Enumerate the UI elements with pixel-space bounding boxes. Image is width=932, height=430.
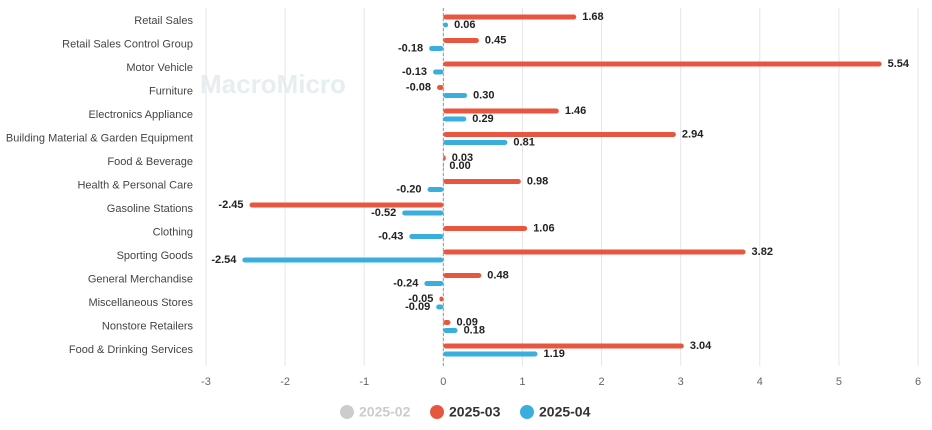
value-label: 3.04 <box>690 340 712 352</box>
bar <box>443 343 684 349</box>
bar <box>443 61 882 67</box>
bar <box>443 38 479 43</box>
bar <box>249 202 444 208</box>
value-label: 1.19 <box>543 348 564 360</box>
value-label: -2.54 <box>211 254 237 266</box>
category-label: Building Material & Garden Equipment <box>6 132 193 144</box>
value-label: 0.30 <box>473 89 494 101</box>
bar <box>443 226 528 231</box>
value-label: 3.82 <box>752 246 773 258</box>
bar <box>439 296 444 302</box>
bar <box>443 14 577 20</box>
bar <box>443 163 444 169</box>
bar <box>242 257 444 263</box>
value-label: -0.08 <box>406 81 431 93</box>
category-label: Health & Personal Care <box>77 179 193 191</box>
category-label: Sporting Goods <box>117 250 194 262</box>
legend-label[interactable]: 2025-02 <box>359 404 411 420</box>
value-label: -0.09 <box>405 301 430 313</box>
watermark: MacroMicro <box>200 69 346 99</box>
bar <box>443 116 467 122</box>
legend-marker <box>520 405 534 419</box>
category-label: Gasoline Stations <box>107 203 194 215</box>
category-label: Nonstore Retailers <box>102 320 194 332</box>
value-label: -0.24 <box>393 277 419 289</box>
value-label: -0.05 <box>408 293 433 305</box>
x-tick-label: 4 <box>757 376 763 388</box>
bar <box>443 273 482 278</box>
value-label: 5.54 <box>888 58 910 70</box>
bar <box>436 304 444 310</box>
x-tick-label: 6 <box>915 376 921 388</box>
bar <box>427 187 444 192</box>
bar <box>443 140 508 145</box>
bar <box>429 46 444 51</box>
x-tick-label: 2 <box>598 376 604 388</box>
bar <box>437 85 444 90</box>
x-tick-label: -1 <box>359 376 369 388</box>
bar <box>409 234 444 239</box>
x-tick-label: 0 <box>440 376 446 388</box>
value-label: -0.18 <box>398 42 423 54</box>
value-label: 0.98 <box>527 175 548 187</box>
value-label: 1.46 <box>565 105 586 117</box>
value-label: 1.06 <box>533 222 554 234</box>
bar <box>443 179 521 184</box>
bar <box>443 328 458 333</box>
value-label: 0.09 <box>456 316 477 328</box>
category-label: Electronics Appliance <box>88 109 193 121</box>
value-label: 0.81 <box>513 136 534 148</box>
value-label: 2.94 <box>682 128 704 140</box>
bar <box>443 108 559 114</box>
value-label: 0.18 <box>464 324 485 336</box>
bar <box>443 249 746 255</box>
value-label: 0.03 <box>452 152 473 164</box>
bar <box>443 22 449 28</box>
category-label: Retail Sales <box>134 15 193 27</box>
x-tick-label: 5 <box>836 376 842 388</box>
legend-label[interactable]: 2025-03 <box>449 404 501 420</box>
category-label: General Merchandise <box>88 273 193 285</box>
category-label: Furniture <box>149 85 193 97</box>
value-label: -0.20 <box>396 183 421 195</box>
legend-marker <box>340 405 354 419</box>
value-label: 0.29 <box>472 113 493 125</box>
category-label: Food & Beverage <box>107 156 193 168</box>
value-label: 0.48 <box>487 269 508 281</box>
bar <box>443 351 538 357</box>
value-label: -0.52 <box>371 207 396 219</box>
category-label: Motor Vehicle <box>126 62 193 74</box>
category-label: Retail Sales Control Group <box>62 38 193 50</box>
legend-marker <box>430 405 444 419</box>
bar <box>443 320 451 325</box>
x-tick-label: 1 <box>519 376 525 388</box>
x-tick-label: -3 <box>201 376 211 388</box>
bar <box>402 210 444 216</box>
category-label: Clothing <box>153 226 193 238</box>
value-label: 1.68 <box>582 11 603 23</box>
bar <box>443 132 676 137</box>
x-tick-label: -2 <box>280 376 290 388</box>
category-label: Miscellaneous Stores <box>88 297 193 309</box>
bar <box>443 155 446 161</box>
value-label: -0.13 <box>402 66 427 78</box>
legend-label[interactable]: 2025-04 <box>539 404 591 420</box>
value-label: 0.06 <box>454 19 475 31</box>
x-tick-label: 3 <box>678 376 684 388</box>
value-label: -0.43 <box>378 230 403 242</box>
category-label: Food & Drinking Services <box>69 344 194 356</box>
value-label: 0.00 <box>449 160 470 172</box>
bar <box>433 69 444 75</box>
value-label: 0.45 <box>485 34 506 46</box>
bar <box>443 93 468 98</box>
bar <box>424 281 444 286</box>
value-label: -2.45 <box>218 199 243 211</box>
